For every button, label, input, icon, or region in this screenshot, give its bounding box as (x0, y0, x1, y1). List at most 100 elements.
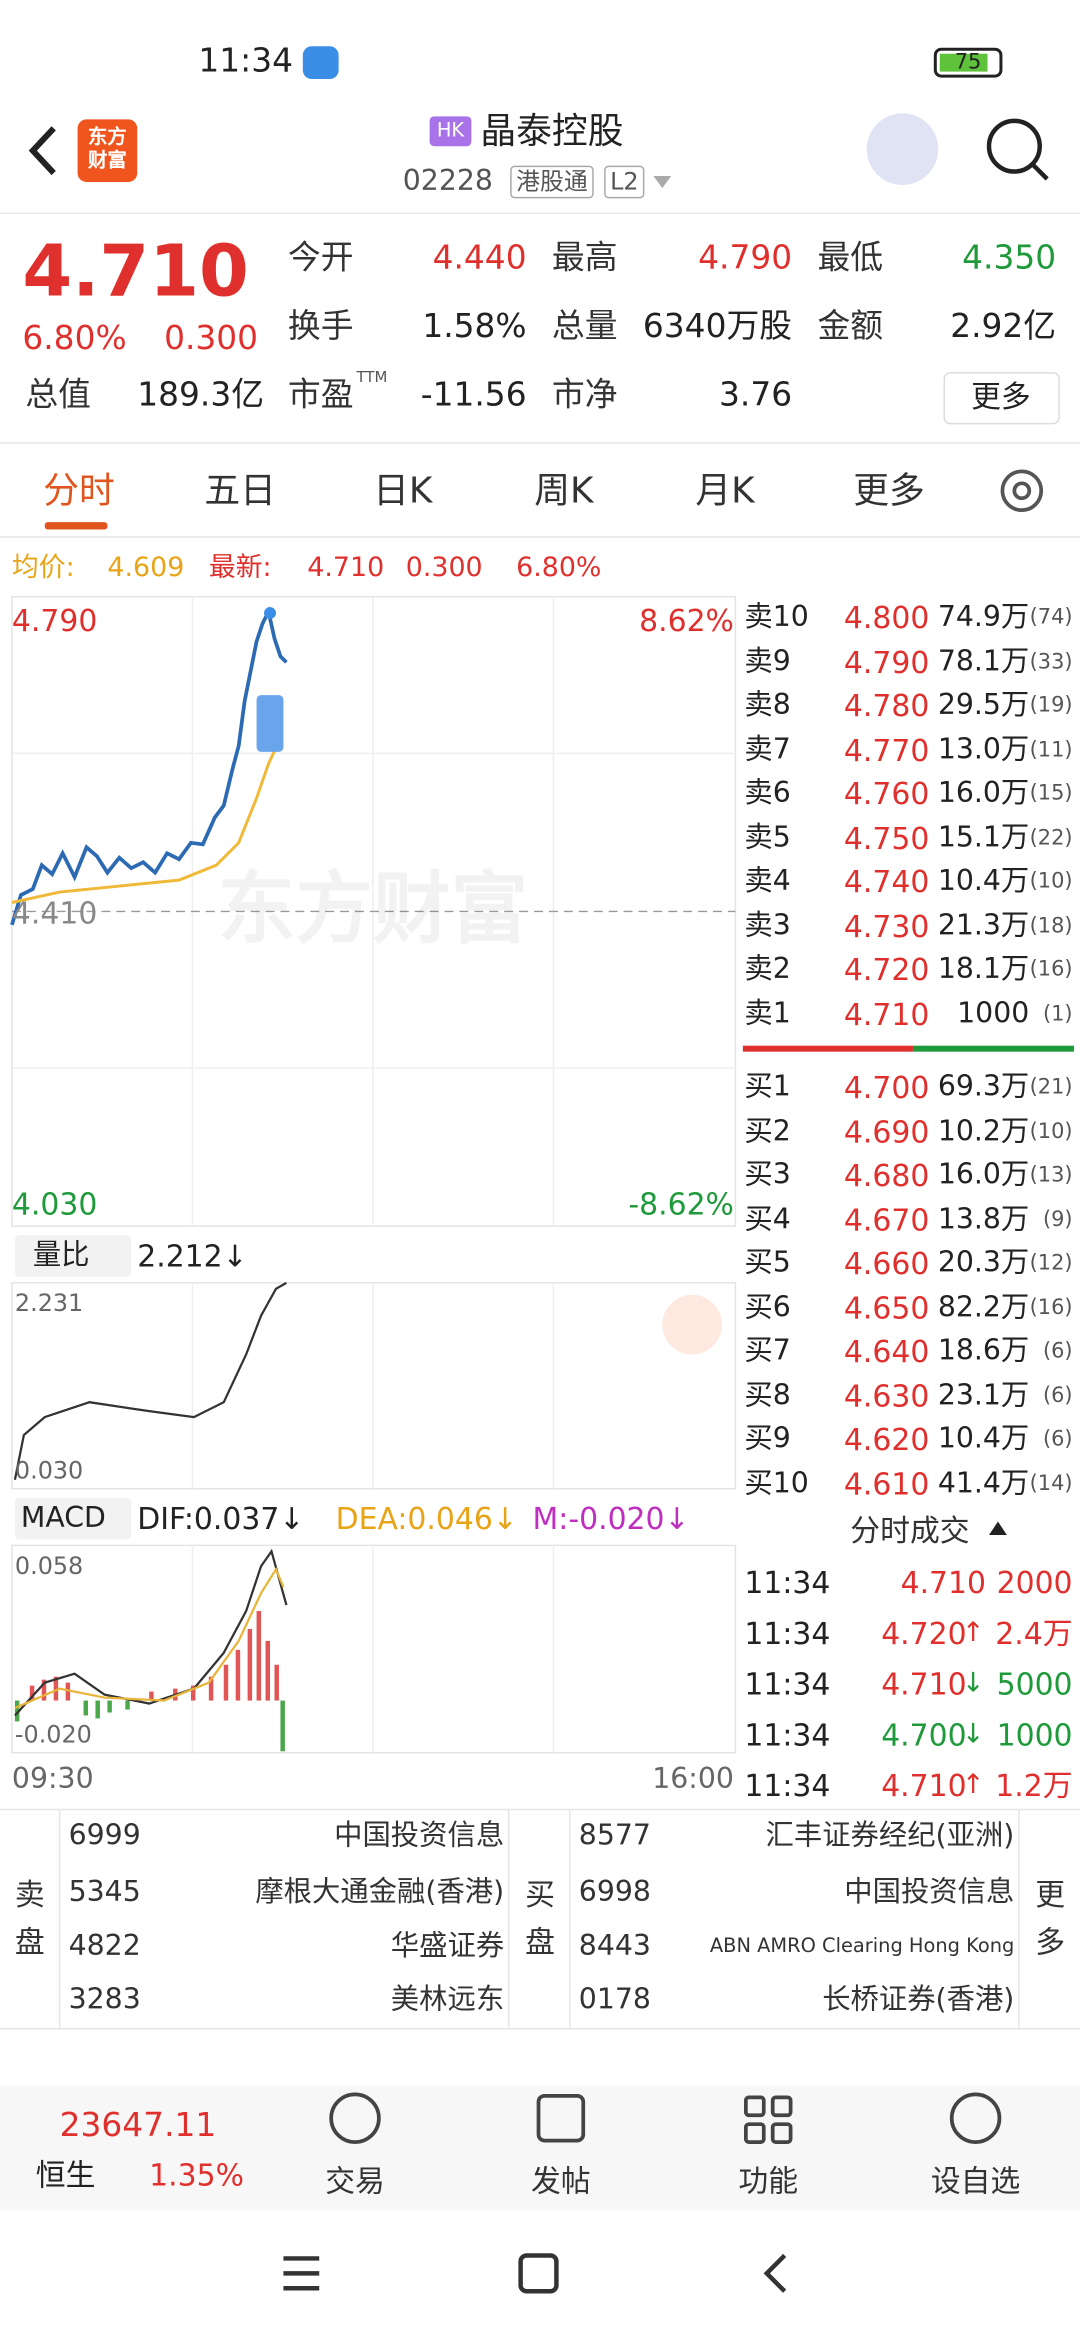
avg-value: 4.609 (107, 551, 185, 584)
macd-selector-box[interactable] (14, 1497, 132, 1540)
book-volume: 23.1万 (937, 1378, 1030, 1412)
broker-code: 4822 (68, 1929, 141, 1963)
book-count: (11) (1029, 737, 1073, 762)
nav-item[interactable]: 发帖 (531, 2162, 591, 2199)
trade-price: 4.710 (881, 1666, 967, 1703)
dropdown-icon[interactable] (653, 176, 672, 188)
book-volume: 29.5万 (937, 688, 1030, 722)
broker-name: 华盛证券 (390, 1929, 505, 1963)
field-label: 总量 (551, 308, 618, 347)
axis-label: 0.058 (14, 1551, 84, 1580)
settings-icon[interactable] (1000, 469, 1044, 513)
field-value: 4.350 (962, 240, 1057, 278)
index-name: 恒生 (35, 2157, 96, 2193)
expand-button[interactable] (662, 1294, 722, 1355)
nav-item[interactable]: 交易 (325, 2162, 385, 2199)
book-label: 买10 (744, 1466, 809, 1500)
more-button-box[interactable] (943, 372, 1060, 425)
book-count: (12) (1029, 1251, 1073, 1276)
broker-code: 0178 (578, 1983, 651, 2017)
book-count: (10) (1029, 869, 1073, 894)
book-price: 4.750 (843, 819, 930, 856)
tab[interactable]: 日K (373, 469, 433, 512)
trade-time: 11:34 (744, 1615, 831, 1652)
book-label: 买5 (744, 1246, 791, 1280)
logo-text[interactable]: 东方财富 (87, 126, 127, 174)
field-value: 4.790 (698, 240, 793, 278)
book-count: (6) (1042, 1339, 1073, 1364)
avatar[interactable] (866, 113, 939, 185)
book-volume: 10.4万 (937, 864, 1030, 898)
ratio-selector-box[interactable] (14, 1235, 132, 1277)
field-label: 市盈 (287, 377, 354, 415)
dea-value: DEA:0.046↓ (335, 1500, 518, 1537)
book-label: 卖9 (744, 644, 791, 678)
battery (933, 47, 1003, 78)
market-badge: HK (436, 120, 465, 143)
indicator-selector[interactable]: MACD (20, 1501, 106, 1535)
index-value[interactable]: 23647.11 (59, 2107, 217, 2146)
indicator-selector[interactable]: 量比 (32, 1238, 90, 1272)
broker-name: ABN AMRO Clearing Hong Kong (709, 1935, 1015, 1958)
book-count: (13) (1029, 1163, 1073, 1188)
trades-title[interactable]: 分时成交 (850, 1512, 970, 1549)
nav-item[interactable]: 功能 (738, 2162, 799, 2199)
axis-label: 4.030 (11, 1185, 98, 1222)
field-value: 189.3亿 (137, 377, 265, 415)
tag: L2 (604, 165, 645, 199)
field-value: 6340万股 (642, 308, 793, 347)
stock-name: 晶泰控股 (480, 110, 624, 153)
book-volume: 18.6万 (937, 1334, 1030, 1368)
time-label: 09:30 (11, 1762, 94, 1796)
trade-price: 4.710 (881, 1767, 967, 1804)
status-time: 11:34 (198, 43, 293, 81)
book-count: (22) (1029, 825, 1073, 850)
field-label: 金额 (817, 308, 884, 347)
broker-code: 8577 (578, 1819, 651, 1852)
trade-price: 4.720 (881, 1615, 967, 1652)
book-price: 4.650 (843, 1289, 930, 1326)
broker-name: 摩根大通金融(香港) (255, 1875, 505, 1909)
tab[interactable]: 五日 (204, 469, 276, 512)
tab[interactable]: 分时 (43, 469, 115, 512)
tab[interactable]: 更多 (853, 469, 925, 512)
broker-code: 6999 (68, 1819, 141, 1852)
book-count: (16) (1029, 957, 1073, 982)
macd-frame (11, 1544, 737, 1754)
book-count: (21) (1029, 1075, 1073, 1100)
back-icon[interactable] (28, 126, 56, 176)
trade-volume: 5000 (996, 1666, 1073, 1703)
trade-volume: 1000 (996, 1716, 1073, 1753)
field-label: 今开 (287, 240, 354, 278)
axis-label: 2.231 (14, 1288, 84, 1318)
change-pct: 6.80% (22, 320, 127, 359)
ratio-line (13, 1281, 287, 1480)
logo-box[interactable] (77, 119, 138, 182)
search-icon[interactable] (986, 118, 1042, 174)
tab[interactable]: 月K (695, 469, 755, 512)
avg-label: 均价: (11, 551, 75, 584)
book-count: (33) (1029, 649, 1073, 674)
book-volume: 74.9万 (937, 600, 1030, 634)
more-button[interactable]: 更多 (971, 378, 1031, 415)
indicator-value: 2.212↓ (137, 1238, 248, 1274)
book-count: (74) (1029, 605, 1073, 630)
dif-value: DIF:0.037↓ (137, 1500, 305, 1537)
trade-time: 11:34 (744, 1666, 831, 1703)
axis-label: -0.020 (14, 1719, 92, 1749)
tab-underline (44, 522, 108, 530)
trade-time: 11:34 (744, 1564, 831, 1601)
nav-icons (329, 2092, 1002, 2144)
tab[interactable]: 周K (534, 469, 594, 512)
macd-bars-pos (29, 1611, 279, 1701)
book-volume: 69.3万 (937, 1070, 1030, 1104)
book-count: (6) (1042, 1427, 1073, 1452)
nav-item[interactable]: 设自选 (930, 2162, 1021, 2199)
index-pct: 1.35% (149, 2157, 244, 2193)
latest-change: 0.300 (405, 551, 483, 584)
broker-more[interactable]: 更多 (1035, 1876, 1066, 1961)
book-label: 卖5 (744, 820, 791, 854)
book-count: (10) (1029, 1119, 1073, 1144)
